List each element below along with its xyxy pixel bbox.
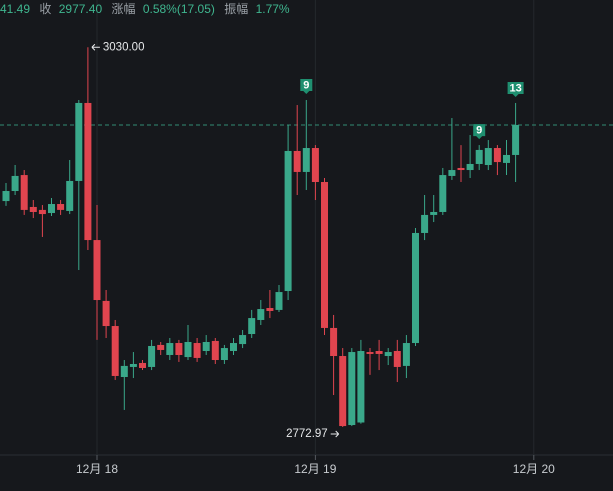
candle-body xyxy=(321,182,328,328)
candle-body xyxy=(211,340,219,361)
header: 41.49 收 2977.40 涨幅 0.58%(17.05) 振幅 1.77% xyxy=(0,1,290,16)
candle-body xyxy=(93,240,101,301)
candle-body xyxy=(102,300,110,327)
candle-body xyxy=(248,318,256,335)
marker-badge xyxy=(300,79,313,95)
candle-body xyxy=(157,344,165,350)
max-arrow xyxy=(91,43,100,51)
candle-body xyxy=(393,351,401,367)
candle-body xyxy=(430,211,438,215)
header-close: 2977.40 xyxy=(59,2,103,16)
candle-body xyxy=(220,348,228,361)
candles xyxy=(2,47,520,427)
candle-body xyxy=(293,150,301,172)
overlay: 3030.00 2772.97 9 9 13 xyxy=(91,41,524,440)
candle-body xyxy=(29,206,37,212)
candle-body xyxy=(38,209,46,215)
marker-label: 13 xyxy=(509,82,521,94)
marker-label: 9 xyxy=(476,124,482,136)
candle-body xyxy=(57,204,65,210)
candle-body xyxy=(111,326,119,376)
candle-body xyxy=(493,148,501,163)
candle-body xyxy=(129,364,137,367)
candle-body xyxy=(20,175,28,210)
candle-body xyxy=(66,180,74,211)
candle-body xyxy=(448,170,456,176)
header-amplitude: 1.77% xyxy=(256,2,290,16)
candle-body xyxy=(339,356,347,427)
x-tick-label: 12月 18 xyxy=(76,462,118,476)
marker-badge xyxy=(473,124,486,140)
candle-body xyxy=(412,232,419,344)
candle-body xyxy=(384,352,392,357)
candle-body xyxy=(166,343,174,355)
candle-body xyxy=(375,351,383,354)
candle-body xyxy=(48,204,55,214)
header-change: 0.58%(17.05) xyxy=(143,2,215,16)
candle-body xyxy=(439,175,447,212)
header-close-label: 收 xyxy=(39,2,51,16)
candle-body xyxy=(512,124,520,155)
candle-body xyxy=(11,175,19,192)
candle-body xyxy=(202,341,210,351)
candle-body xyxy=(275,292,283,310)
max-label: 3030.00 xyxy=(103,41,145,53)
candle-body xyxy=(75,102,83,181)
candle-body xyxy=(348,352,356,426)
candle-body xyxy=(266,308,274,311)
header-amplitude-label: 振幅 xyxy=(224,1,248,16)
candle-body xyxy=(175,343,183,355)
candle-body xyxy=(84,102,92,241)
candle-body xyxy=(120,365,128,377)
candle-body xyxy=(139,362,146,368)
marker-badge xyxy=(507,81,524,97)
candle-body xyxy=(330,327,338,357)
candle-body xyxy=(239,335,247,345)
candle-body xyxy=(311,148,319,182)
header-change-label: 涨幅 xyxy=(111,1,135,16)
candle-body xyxy=(402,343,410,366)
candle-body xyxy=(2,191,10,202)
candle-body xyxy=(457,167,465,171)
candle-body xyxy=(421,214,429,233)
grid: 12月 18 12月 19 12月 20 xyxy=(0,0,613,476)
candle-body xyxy=(466,163,474,171)
candle-body xyxy=(503,154,510,163)
candle-body xyxy=(230,343,237,351)
candle-body xyxy=(475,149,483,164)
candle-body xyxy=(148,345,156,367)
min-arrow xyxy=(330,430,340,438)
min-label: 2772.97 xyxy=(286,428,328,440)
candle-body xyxy=(357,351,365,423)
marker-label: 9 xyxy=(303,79,309,91)
candle-body xyxy=(184,341,192,358)
candle-body xyxy=(284,150,292,292)
header-open-tail: 41.49 xyxy=(0,2,30,16)
x-tick-label: 12月 20 xyxy=(513,462,555,476)
candle-body xyxy=(302,148,310,172)
candle-body xyxy=(193,343,201,358)
x-tick-label: 12月 19 xyxy=(294,462,336,476)
candle-body xyxy=(366,352,374,354)
candle-body xyxy=(484,148,492,166)
candle-body xyxy=(257,309,265,320)
